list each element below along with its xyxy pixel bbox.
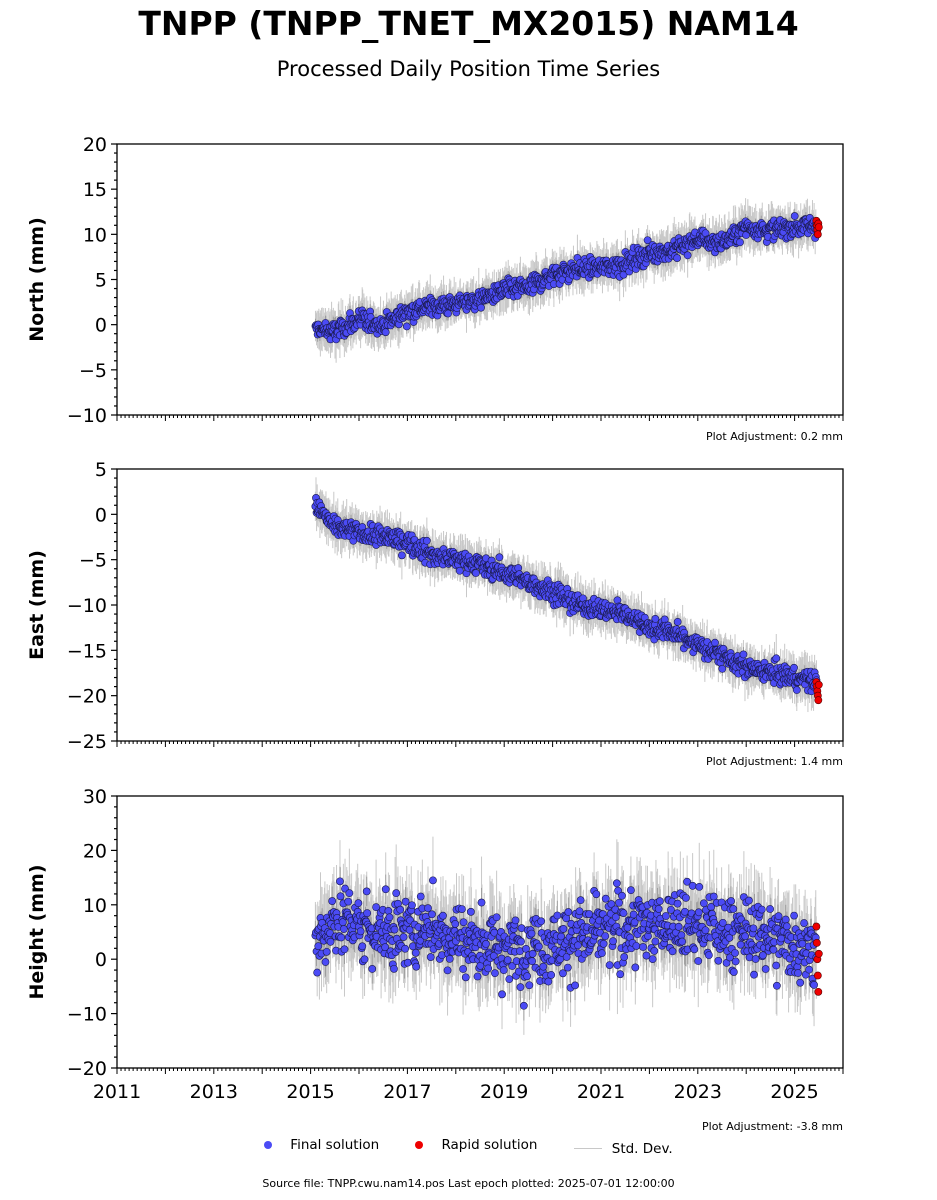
rapid-point [814, 696, 823, 705]
final-point [718, 664, 727, 673]
x-ticks [116, 741, 844, 747]
y-tick-label: 20 [83, 134, 107, 156]
final-point [790, 663, 798, 672]
y-ticks [111, 143, 117, 416]
chart-subtitle: Processed Daily Position Time Series [276, 57, 661, 81]
final-point [472, 569, 480, 577]
y-tick-label: −10 [67, 405, 107, 427]
axes-frame [116, 143, 844, 416]
y-tick-label: −5 [79, 360, 107, 382]
plot-adjustment-note: Plot Adjustment: 1.4 mm [706, 755, 843, 768]
axes-frame [116, 468, 844, 742]
final-point [739, 650, 748, 659]
panel-1: −10 −5 0 5 10 15 20 North (mm) Plot Adjustment: … [26, 134, 844, 443]
panel-2: −25 −20 −15 −10 −5 0 5 East (mm) Plot Adjustment… [26, 459, 844, 768]
final-point [651, 614, 660, 623]
y-ticks [111, 468, 117, 742]
final-point [792, 686, 801, 694]
final-point [477, 303, 485, 312]
y-axis-label: North (mm) [26, 217, 48, 342]
final-point [422, 536, 431, 545]
y-tick-label: −25 [67, 731, 107, 753]
final-point [402, 322, 411, 331]
y-tick-label: 5 [95, 459, 107, 481]
y-tick-label: −5 [79, 550, 107, 572]
rapid-point [813, 230, 822, 239]
final-point [790, 212, 799, 220]
rapid-solution-series [812, 678, 823, 705]
final-point [495, 553, 504, 562]
y-tick-label: 0 [95, 315, 107, 337]
y-axis-label: East (mm) [26, 550, 48, 660]
final-point [381, 328, 390, 337]
plot-area [311, 836, 823, 1035]
y-tick-label: 10 [83, 224, 107, 246]
final-solution-series [311, 494, 821, 696]
y-tick-label: 0 [95, 504, 107, 526]
y-tick-label: −20 [67, 686, 107, 708]
final-point [643, 236, 652, 245]
final-point [444, 309, 452, 318]
y-tick-label: 15 [83, 179, 107, 201]
final-point [455, 566, 464, 575]
rapid-solution-series [812, 216, 823, 239]
final-point [683, 251, 692, 260]
x-ticks [116, 415, 844, 421]
rapid-point [814, 223, 823, 232]
final-point [736, 238, 744, 247]
final-point [673, 617, 682, 626]
plot-area [311, 477, 823, 713]
y-tick-label: −15 [67, 640, 107, 662]
final-point [711, 638, 719, 647]
y-tick-label: −10 [67, 595, 107, 617]
plot-adjustment-note: Plot Adjustment: 0.2 mm [706, 430, 843, 443]
final-point [772, 654, 781, 663]
chart-title: TNPP (TNPP_TNET_MX2015) NAM14 [138, 4, 799, 43]
rapid-point [814, 680, 823, 689]
final-point [673, 254, 681, 262]
final-solution-series [311, 212, 821, 344]
y-tick-label: 5 [95, 270, 107, 292]
final-point [397, 551, 406, 560]
plot-area [311, 198, 823, 363]
